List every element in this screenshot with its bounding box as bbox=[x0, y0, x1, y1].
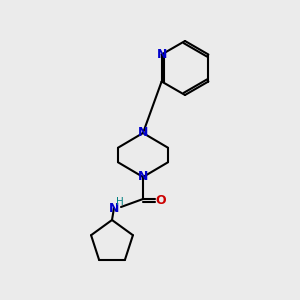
Text: O: O bbox=[156, 194, 166, 206]
Text: H: H bbox=[116, 197, 124, 207]
Text: N: N bbox=[156, 48, 167, 61]
Text: N: N bbox=[138, 127, 148, 140]
Text: N: N bbox=[109, 202, 119, 214]
Text: N: N bbox=[138, 170, 148, 184]
